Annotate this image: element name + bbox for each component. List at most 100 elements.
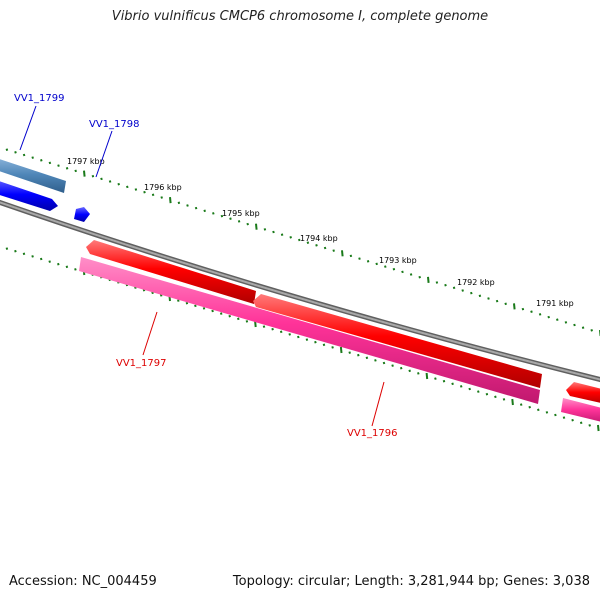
tick-inner-43 [365, 356, 369, 360]
gene-feature-next[interactable] [566, 382, 600, 405]
tick-outer-14 [117, 182, 120, 186]
gene-label-vv1-1797[interactable]: VV1_1797 [116, 358, 167, 369]
tick-inner-63 [537, 408, 540, 412]
tick-outer-21 [177, 201, 181, 205]
tick-inner-31 [262, 325, 266, 328]
tick-outer-49 [418, 275, 421, 279]
tick-outer-60 [513, 303, 516, 310]
tick-inner-21 [177, 299, 180, 302]
tick-outer-32 [272, 230, 275, 234]
scale-label-1794: 1794 kbp [300, 234, 338, 243]
tick-outer-8 [65, 167, 69, 170]
tick-outer-5 [40, 159, 43, 162]
tick-outer-12 [100, 177, 103, 181]
scale-label-1793: 1793 kbp [379, 256, 417, 265]
tick-inner-45 [382, 361, 386, 365]
tick-outer-4 [31, 156, 34, 159]
callout-line-vv1-1798 [95, 130, 113, 178]
topology-text: Topology: circular; Length: 3,281,944 bp… [232, 574, 590, 589]
gene-label-vv1-1798[interactable]: VV1_1798 [89, 119, 140, 130]
tick-inner-32 [271, 327, 274, 331]
gene-feature-vv1-1799[interactable] [0, 156, 66, 193]
accession-text: Accession: NC_004459 [9, 574, 157, 589]
tick-outer-41 [349, 254, 353, 258]
tick-outer-50 [427, 276, 430, 283]
tick-outer-38 [323, 246, 327, 250]
tick-outer-29 [246, 222, 249, 226]
tick-inner-39 [331, 346, 334, 349]
tick-outer-65 [556, 318, 559, 321]
tick-inner-69 [588, 424, 591, 427]
scale-label-1796: 1796 kbp [144, 183, 182, 192]
gene-feature-vv1-1798[interactable] [74, 207, 90, 222]
tick-outer-34 [289, 236, 292, 239]
tick-outer-64 [547, 315, 550, 319]
tick-outer-39 [332, 249, 335, 252]
tick-outer-15 [126, 185, 129, 189]
tick-outer-69 [590, 329, 593, 332]
tick-outer-36 [306, 241, 310, 244]
tick-outer-45 [384, 265, 387, 268]
gene-feature-vv1-1796[interactable] [253, 294, 542, 388]
tick-outer-37 [315, 244, 318, 247]
tick-outer-28 [237, 220, 241, 223]
tick-outer-23 [194, 206, 198, 210]
tick-inner-51 [434, 377, 437, 380]
scale-label-1795: 1795 kbp [222, 209, 260, 218]
tick-inner-35 [297, 335, 300, 339]
tick-outer-22 [186, 204, 189, 207]
tick-outer-67 [573, 323, 576, 327]
gene-feature-vv1-1797[interactable] [86, 240, 256, 304]
tick-inner-68 [579, 421, 583, 425]
callout-line-vv1-1797 [142, 311, 158, 356]
tick-inner-57 [485, 392, 489, 396]
tick-outer-51 [435, 281, 439, 284]
tick-outer-62 [530, 310, 533, 313]
tick-outer-61 [521, 307, 525, 311]
tick-inner-26 [219, 312, 223, 315]
tick-inner-25 [211, 309, 214, 313]
tick-outer-33 [280, 233, 284, 236]
tick-outer-57 [487, 297, 490, 300]
tick-outer-18 [151, 193, 155, 197]
tick-outer-58 [495, 299, 499, 303]
gene-label-vv1-1799[interactable]: VV1_1799 [14, 93, 65, 104]
tick-outer-55 [470, 291, 473, 295]
gene-cds-next[interactable] [561, 398, 600, 424]
tick-outer-43 [366, 260, 370, 263]
tick-outer-16 [134, 188, 138, 191]
gene-cds-vv1-1797[interactable] [79, 257, 540, 404]
scale-label-1792: 1792 kbp [457, 278, 495, 287]
scale-label-1791: 1791 kbp [536, 299, 574, 308]
tick-outer-42 [358, 257, 361, 260]
tick-outer-59 [504, 302, 507, 306]
callout-line-vv1-1799 [19, 105, 37, 151]
tick-outer-2 [14, 151, 17, 154]
tick-outer-54 [461, 289, 464, 292]
tick-outer-11 [91, 174, 95, 178]
tick-inner-34 [288, 333, 291, 336]
tick-outer-66 [564, 321, 568, 324]
tick-inner-40 [339, 346, 343, 354]
tick-outer-19 [160, 196, 163, 199]
scale-labels: 1797 kbp 1796 kbp 1795 kbp 1794 kbp 1793… [67, 157, 574, 308]
gene-feature-vv1-1798-segment[interactable] [0, 178, 58, 211]
gene-label-vv1-1796[interactable]: VV1_1796 [347, 428, 398, 439]
tick-outer-9 [74, 169, 77, 173]
tick-inner-47 [399, 366, 403, 370]
tick-outer-44 [375, 262, 378, 266]
tick-inner-56 [477, 390, 480, 393]
tick-inner-24 [202, 307, 206, 310]
tick-inner-42 [357, 353, 360, 357]
tick-outer-26 [220, 214, 224, 218]
tick-outer-6 [48, 161, 52, 165]
tick-outer-46 [392, 267, 396, 271]
tick-outer-31 [263, 228, 267, 231]
tick-outer-17 [143, 190, 146, 194]
tick-outer-56 [478, 294, 482, 298]
tick-inner-62 [528, 405, 531, 409]
gene-callouts: VV1_1799 VV1_1798 VV1_1797 VV1_1796 [14, 93, 398, 439]
tick-inner-9 [74, 268, 77, 271]
tick-inner-48 [408, 369, 411, 373]
